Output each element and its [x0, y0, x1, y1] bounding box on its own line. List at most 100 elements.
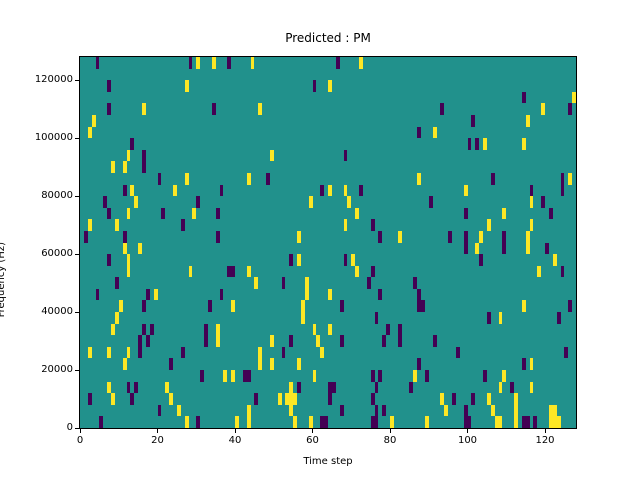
heatmap-cell: [552, 254, 557, 266]
heatmap-cell: [413, 277, 418, 289]
heatmap-cell: [397, 323, 402, 336]
heatmap-cell: [231, 300, 235, 313]
heatmap-cell: [417, 172, 421, 185]
heatmap-cell: [215, 323, 220, 336]
heatmap-cell: [269, 358, 274, 371]
heatmap-cell: [428, 196, 433, 208]
heatmap-cell: [246, 172, 251, 185]
heatmap-cell: [343, 149, 348, 162]
heatmap-cell: [130, 184, 135, 197]
heatmap-cell: [122, 184, 127, 197]
heatmap-cell: [370, 393, 375, 405]
y-tick-label: 0: [66, 422, 73, 433]
heatmap-cell: [107, 381, 111, 394]
heatmap-cell: [417, 300, 421, 313]
heatmap-cell: [289, 254, 294, 266]
heatmap-cell: [107, 103, 111, 115]
heatmap-cell: [258, 346, 263, 359]
chart-title: Predicted : PM: [285, 31, 371, 45]
heatmap-cell: [126, 265, 131, 278]
heatmap-cell: [142, 149, 146, 162]
heatmap-cell: [227, 57, 232, 69]
heatmap-cell: [448, 230, 452, 243]
heatmap-cell: [382, 335, 387, 347]
heatmap-cell: [107, 346, 111, 359]
heatmap-cell: [320, 184, 325, 197]
heatmap-cell: [142, 300, 146, 313]
y-tick-label: 100000: [34, 132, 73, 144]
heatmap-cell: [126, 381, 131, 394]
y-tick-mark: [75, 79, 79, 81]
x-tick-label: 100: [457, 435, 478, 446]
heatmap-cell: [312, 323, 317, 336]
heatmap-cell: [366, 277, 371, 289]
heatmap-cell: [421, 300, 425, 313]
heatmap-cell: [463, 230, 468, 243]
heatmap-cell: [339, 404, 344, 417]
heatmap-cell: [355, 265, 359, 278]
heatmap-cell: [281, 277, 286, 289]
x-tick-mark: [312, 429, 313, 433]
heatmap-cell: [231, 370, 235, 382]
heatmap-cell: [153, 288, 158, 301]
heatmap-cell: [320, 346, 325, 359]
heatmap-cell: [467, 138, 472, 150]
heatmap-cell: [529, 184, 534, 197]
heatmap-cell: [467, 416, 472, 428]
heatmap-cell: [130, 138, 135, 150]
heatmap-plot: [80, 57, 576, 428]
heatmap-cell: [343, 219, 348, 231]
heatmap-cell: [378, 370, 383, 382]
heatmap-cell: [145, 288, 150, 301]
heatmap-cell: [316, 335, 321, 347]
heatmap-cell: [320, 416, 325, 428]
heatmap-cell: [548, 404, 553, 417]
heatmap-cell: [339, 300, 344, 313]
heatmap-cell: [95, 288, 100, 301]
y-tick-mark: [75, 369, 79, 371]
heatmap-cell: [149, 323, 154, 336]
heatmap-cell: [219, 288, 224, 301]
heatmap-cell: [304, 288, 309, 301]
heatmap-cell: [204, 323, 208, 336]
heatmap-cell: [169, 393, 173, 405]
heatmap-cell: [560, 265, 565, 278]
heatmap-cell: [114, 277, 119, 289]
heatmap-cell: [502, 370, 507, 382]
heatmap-cell: [475, 242, 480, 255]
heatmap-cell: [432, 335, 437, 347]
y-tick-label: 60000: [41, 248, 73, 260]
heatmap-cell: [564, 346, 569, 359]
heatmap-cell: [378, 288, 383, 301]
heatmap-cell: [215, 335, 220, 347]
heatmap-cell: [126, 149, 131, 162]
heatmap-cell: [87, 393, 92, 405]
heatmap-cell: [246, 370, 251, 382]
heatmap-cell: [471, 114, 476, 127]
x-axis-label: Time step: [303, 456, 353, 467]
heatmap-cell: [455, 346, 460, 359]
heatmap-cell: [529, 219, 534, 231]
x-tick-mark: [467, 429, 468, 433]
heatmap-cell: [486, 312, 491, 324]
heatmap-cell: [289, 393, 294, 405]
y-tick-mark: [75, 195, 79, 197]
heatmap-cell: [556, 416, 561, 428]
x-tick-mark: [157, 429, 158, 433]
heatmap-cell: [134, 196, 139, 208]
heatmap-cell: [370, 370, 375, 382]
x-tick-label: 20: [151, 435, 164, 446]
heatmap-cell: [196, 196, 201, 208]
x-tick-label: 120: [535, 435, 555, 446]
y-tick-mark: [75, 427, 79, 429]
heatmap-cell: [374, 404, 379, 417]
heatmap-cell: [258, 103, 263, 115]
heatmap-cell: [254, 393, 259, 405]
heatmap-cell: [211, 103, 216, 115]
heatmap-cell: [107, 80, 111, 92]
heatmap-cell: [397, 335, 402, 347]
heatmap-cell: [440, 103, 445, 115]
heatmap-cell: [328, 393, 332, 405]
heatmap-cell: [95, 57, 100, 69]
